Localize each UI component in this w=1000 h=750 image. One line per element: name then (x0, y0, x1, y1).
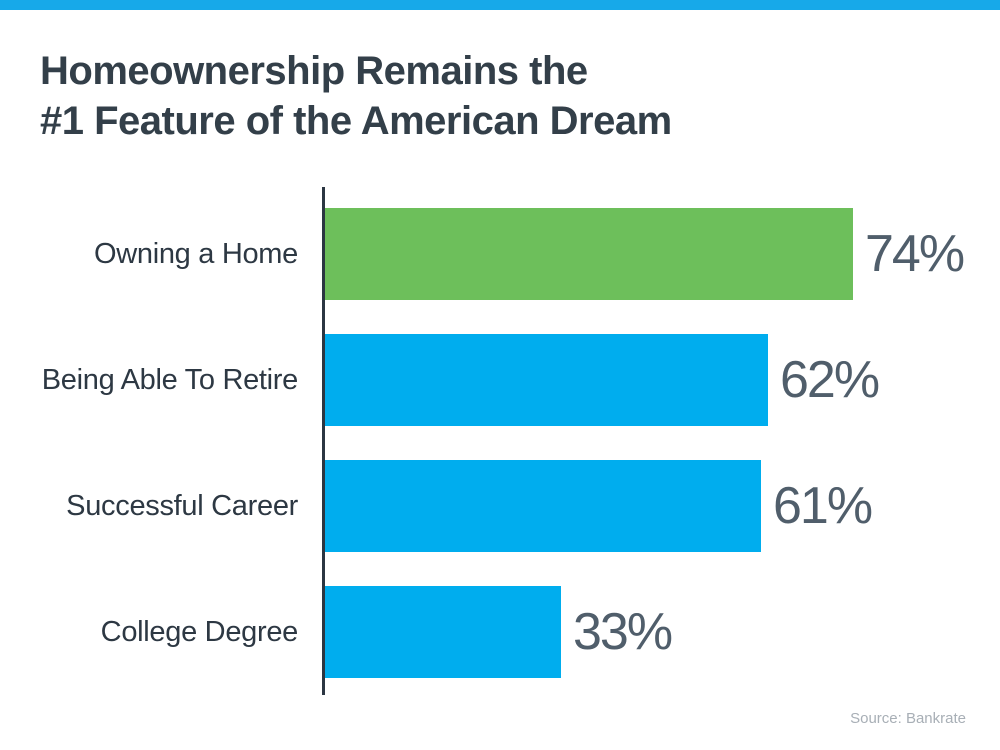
chart-title: Homeownership Remains the #1 Feature of t… (40, 46, 672, 146)
value-label: 74% (865, 225, 965, 283)
bar-track: 74% (325, 191, 1000, 317)
value-label: 61% (773, 477, 873, 535)
category-label: College Degree (100, 615, 299, 648)
category-label: Successful Career (66, 489, 298, 522)
chart-title-line2: #1 Feature of the American Dream (40, 99, 672, 143)
bar-track: 61% (325, 443, 1000, 569)
bar-chart: Owning a Home 74% Being Able To Retire 62% S… (0, 187, 1000, 695)
bar (325, 334, 768, 426)
bar (325, 208, 853, 300)
bar (325, 586, 561, 678)
bar-rows: Owning a Home 74% Being Able To Retire 62% S… (0, 191, 1000, 695)
chart-row: Being Able To Retire 62% (0, 317, 1000, 443)
bar-track: 62% (325, 317, 1000, 443)
bar (325, 460, 761, 552)
value-label: 62% (780, 351, 880, 409)
chart-row: College Degree 33% (0, 569, 1000, 695)
chart-title-line1: Homeownership Remains the (40, 49, 588, 93)
chart-row: Successful Career 61% (0, 443, 1000, 569)
category-label: Being Able To Retire (41, 363, 299, 396)
category-label: Owning a Home (93, 237, 298, 270)
bar-track: 33% (325, 569, 1000, 695)
value-label: 33% (573, 603, 673, 661)
source-credit: Source: Bankrate (850, 710, 966, 727)
y-axis-line (322, 187, 325, 695)
chart-row: Owning a Home 74% (0, 191, 1000, 317)
top-accent-strip (0, 0, 1000, 10)
